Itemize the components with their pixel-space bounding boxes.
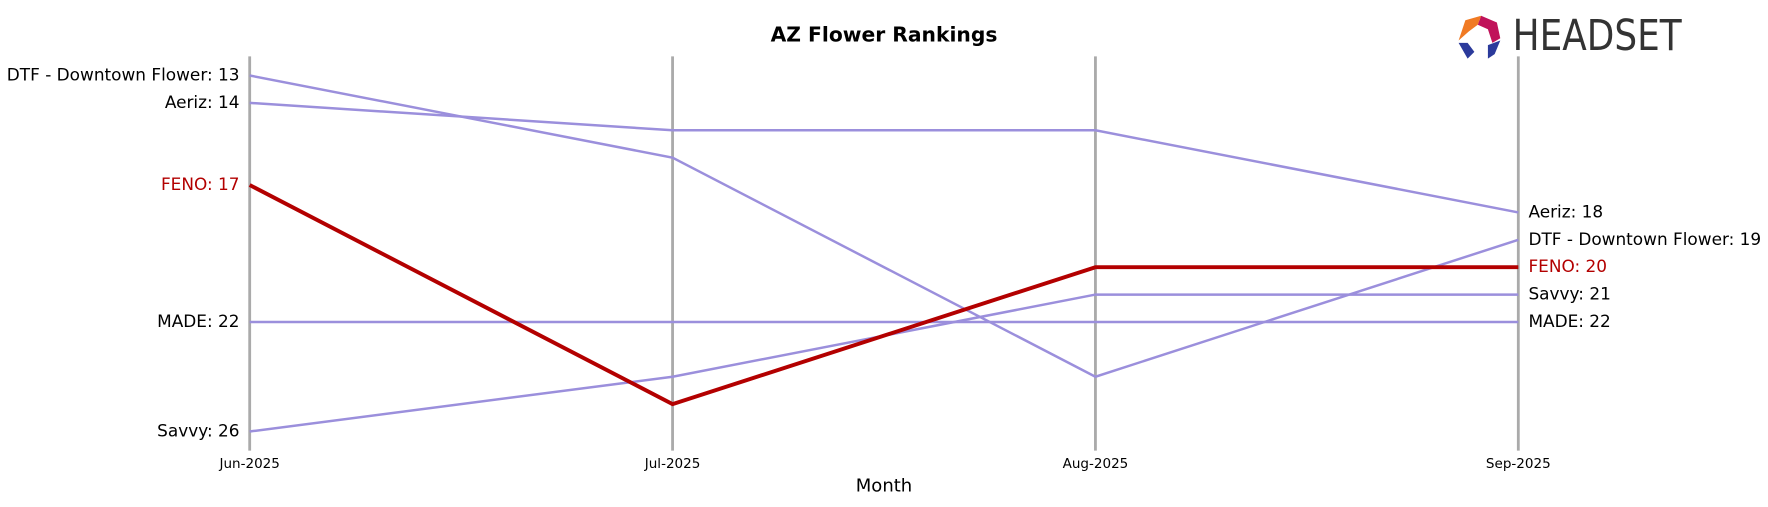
series-label: FENO: 20 [1528, 256, 1607, 276]
series-line [249, 74, 1519, 379]
series-label: MADE: 22 [157, 311, 239, 331]
logo-mark [1487, 40, 1501, 59]
series-label: DTF - Downtown Flower: 19 [1528, 229, 1761, 249]
logo-mark [1458, 15, 1482, 41]
series-line [249, 101, 1519, 214]
logo-mark [1477, 15, 1501, 43]
series-line [248, 183, 1519, 407]
series-label: Aeriz: 14 [165, 92, 240, 112]
series-label: Savvy: 26 [157, 420, 239, 440]
logo-mark [1458, 42, 1475, 59]
series-label: Aeriz: 18 [1528, 201, 1603, 221]
series-label: FENO: 17 [161, 174, 240, 194]
x-axis-label: Month [856, 476, 912, 497]
chart-title: AZ Flower Rankings [771, 23, 998, 47]
x-tick-label: Jul-2025 [644, 456, 701, 472]
x-tick-label: Jun-2025 [218, 456, 279, 472]
series-label: Savvy: 21 [1528, 284, 1610, 304]
series-line [249, 293, 1519, 433]
logo: HEADSET [1458, 11, 1683, 61]
x-tick-label: Sep-2025 [1486, 456, 1551, 472]
logo-text: HEADSET [1513, 11, 1683, 61]
x-tick-label: Aug-2025 [1063, 456, 1129, 472]
series-label: MADE: 22 [1528, 311, 1610, 331]
series-label: DTF - Downtown Flower: 13 [7, 65, 240, 85]
